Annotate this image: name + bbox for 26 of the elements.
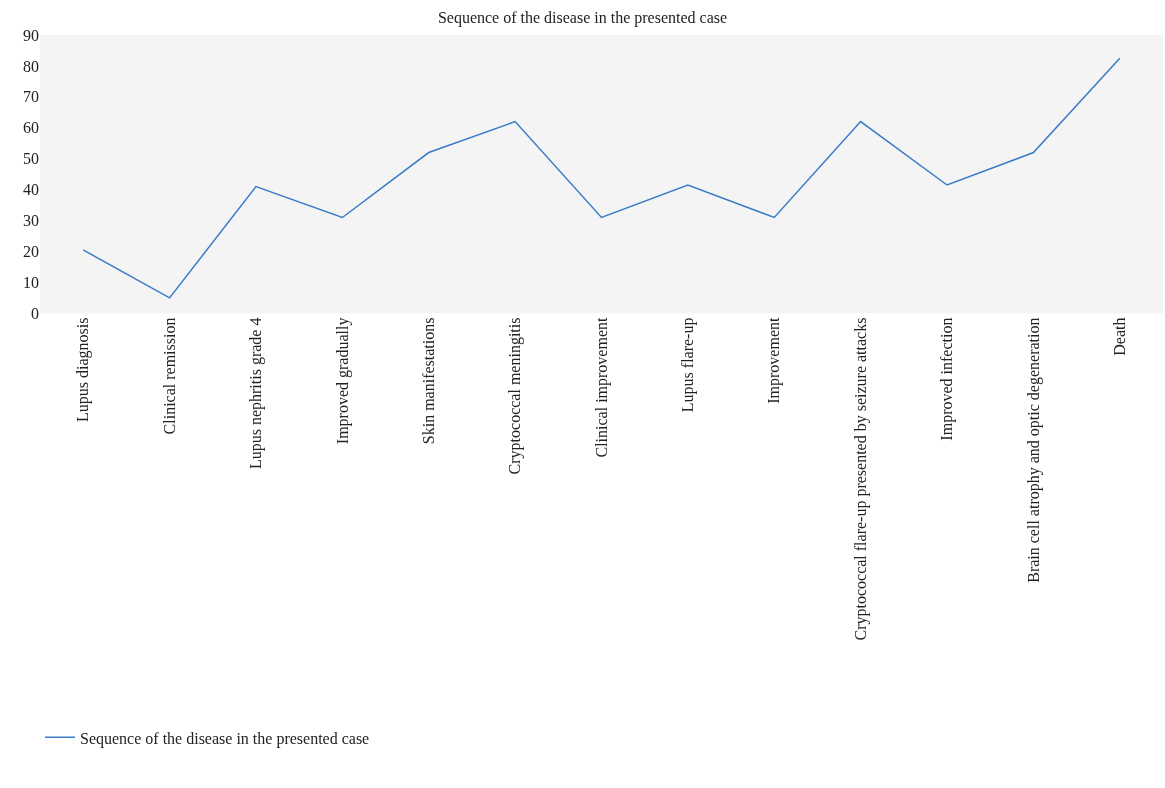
y-tick-label: 30 bbox=[23, 212, 39, 230]
x-tick-label: Improved infection bbox=[938, 317, 957, 441]
legend-label: Sequence of the disease in the presented case bbox=[80, 729, 370, 748]
x-tick-label: Lupus diagnosis bbox=[74, 317, 93, 423]
y-tick-label: 70 bbox=[23, 88, 39, 106]
y-tick-label: 10 bbox=[23, 274, 39, 292]
chart-title: Sequence of the disease in the presented case bbox=[437, 9, 728, 28]
y-tick-label: 40 bbox=[23, 181, 39, 199]
x-tick-label: Cryptococcal flare-up presented by seizure attacks bbox=[851, 317, 870, 641]
x-tick-label: Lupus flare-up bbox=[679, 317, 698, 413]
y-tick-label: 90 bbox=[23, 26, 39, 44]
x-tick-label: Death bbox=[1111, 317, 1129, 356]
x-tick-label: Improved gradually bbox=[333, 317, 352, 445]
y-tick-label: 60 bbox=[23, 119, 39, 137]
y-tick-label: 20 bbox=[23, 243, 39, 261]
x-tick-label: Clinical improvement bbox=[592, 317, 611, 458]
x-tick-label: Improvement bbox=[765, 317, 784, 404]
y-tick-label: 0 bbox=[31, 304, 39, 322]
x-tick-label: Brain cell atrophy and optic degeneration bbox=[1024, 317, 1043, 583]
x-tick-label: Lupus nephritis grade 4 bbox=[247, 317, 266, 470]
x-tick-label: Cryptococcal meningitis bbox=[506, 317, 525, 475]
y-tick-label: 80 bbox=[23, 57, 39, 75]
x-tick-label: Skin manifestations bbox=[419, 317, 437, 445]
line-series bbox=[82, 57, 1121, 299]
y-tick-label: 50 bbox=[23, 150, 39, 168]
x-tick-label: Clinical remission bbox=[160, 317, 178, 435]
